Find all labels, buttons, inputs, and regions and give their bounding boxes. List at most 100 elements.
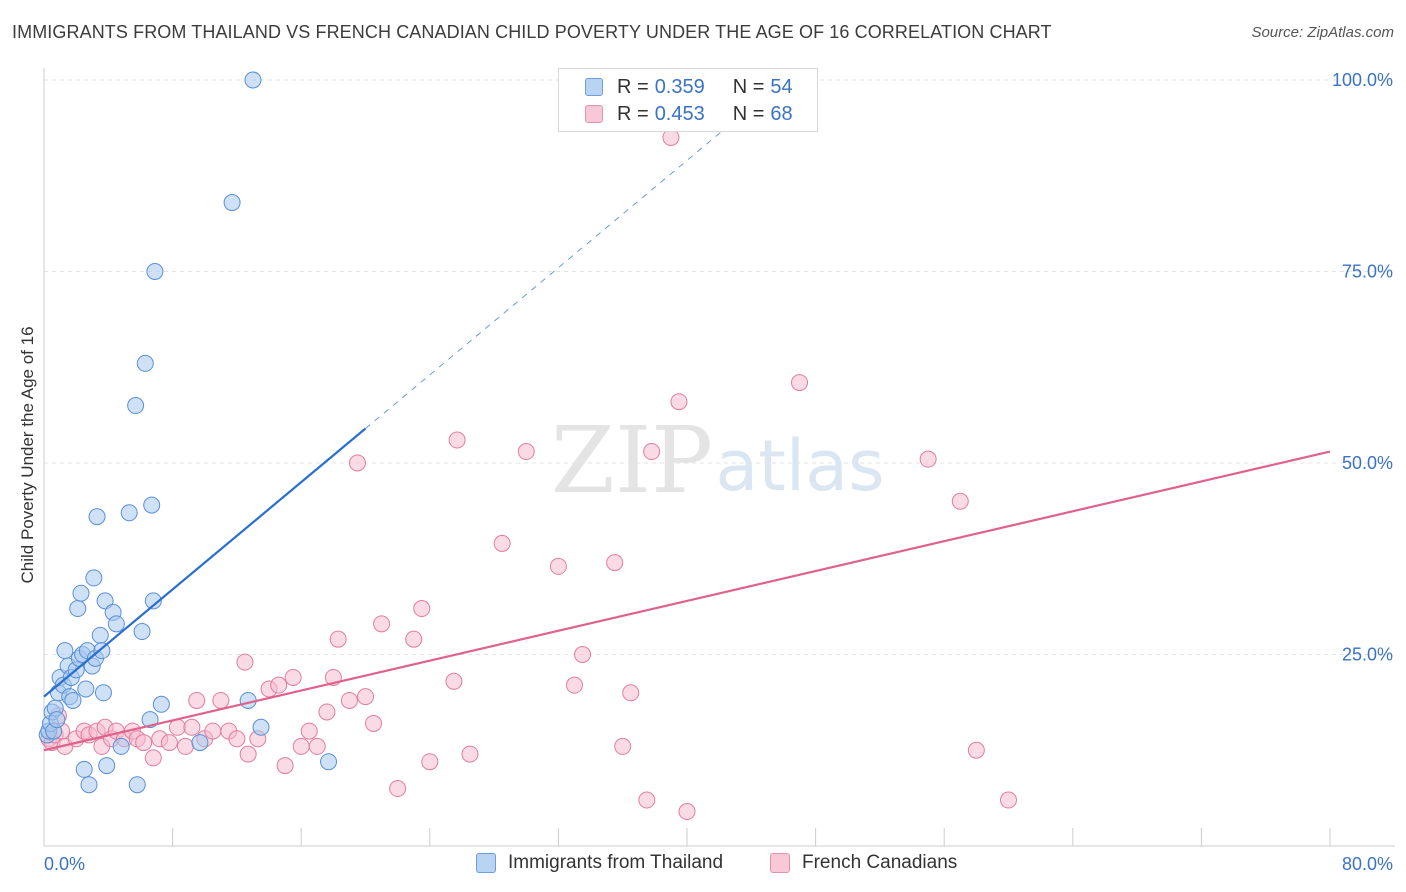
legend-r-value: 0.453 <box>654 102 705 125</box>
data-point-french <box>176 737 194 755</box>
data-point-french <box>389 780 407 798</box>
data-point-french <box>188 691 206 709</box>
data-point-thailand <box>48 711 66 729</box>
data-point-thailand <box>112 737 130 755</box>
data-point-thailand <box>133 623 151 641</box>
data-point-thailand <box>96 592 114 610</box>
data-point-french <box>329 630 347 648</box>
data-point-thailand <box>91 626 109 644</box>
data-point-thailand <box>136 354 154 372</box>
data-point-thailand <box>152 695 170 713</box>
legend-r-label: R = <box>617 102 649 125</box>
bottom-legend-label: French Canadians <box>802 852 958 873</box>
bottom-swatch-blue <box>476 853 496 873</box>
data-point-french <box>340 691 358 709</box>
data-point-thailand <box>64 691 82 709</box>
data-point-french <box>614 737 632 755</box>
data-point-french <box>461 745 479 763</box>
y-tick-label: 100.0% <box>1332 70 1393 90</box>
data-point-thailand <box>143 496 161 514</box>
legend-n-value: 68 <box>770 102 793 125</box>
data-point-french <box>678 803 696 821</box>
data-point-french <box>643 443 661 461</box>
data-point-french <box>670 393 688 411</box>
data-point-thailand <box>223 194 241 212</box>
legend-n-value: 54 <box>770 75 793 98</box>
data-point-thailand <box>69 600 87 618</box>
data-point-french <box>493 534 511 552</box>
data-point-french <box>135 734 153 752</box>
x-tick-label: 0.0% <box>44 854 85 874</box>
data-point-french <box>228 730 246 748</box>
data-point-thailand <box>75 760 93 778</box>
y-tick-label: 75.0% <box>1342 262 1393 282</box>
x-tick-label: 80.0% <box>1342 854 1393 874</box>
data-point-thailand <box>93 642 111 660</box>
data-point-french <box>622 684 640 702</box>
y-tick-label: 25.0% <box>1342 645 1393 665</box>
data-point-french <box>638 791 656 809</box>
data-point-french <box>565 676 583 694</box>
data-point-french <box>236 653 254 671</box>
trendline-thailand-extension <box>365 106 752 429</box>
data-point-thailand <box>252 718 270 736</box>
legend-swatch-blue <box>585 78 603 96</box>
data-point-french <box>204 722 222 740</box>
data-point-thailand <box>107 615 125 633</box>
data-point-thailand <box>88 508 106 526</box>
data-point-french <box>445 672 463 690</box>
series-immigrants-thailand <box>38 71 338 794</box>
chart-title: IMMIGRANTS FROM THAILAND VS FRENCH CANAD… <box>12 22 1052 42</box>
data-point-thailand <box>127 397 145 415</box>
data-point-french <box>239 745 257 763</box>
data-point-thailand <box>56 642 74 660</box>
data-point-french <box>300 722 318 740</box>
data-point-french <box>517 443 535 461</box>
data-point-french <box>951 492 969 510</box>
data-point-thailand <box>244 71 262 89</box>
data-point-french <box>270 676 288 694</box>
watermark-zip: ZIP <box>551 407 713 514</box>
data-point-french <box>919 450 937 468</box>
data-point-thailand <box>98 757 116 775</box>
legend-n-label: N = <box>732 75 765 98</box>
gridlines <box>44 79 1395 655</box>
correlation-legend: R = 0.359 N = 54 R = 0.453 N = 68 <box>558 68 818 132</box>
legend-row-french: R = 0.453 N = 68 <box>585 101 793 127</box>
data-point-french <box>373 615 391 633</box>
data-point-french <box>144 749 162 767</box>
data-point-french <box>365 714 383 732</box>
data-point-thailand <box>94 684 112 702</box>
watermark-atlas: atlas <box>715 425 884 507</box>
data-point-french <box>183 718 201 736</box>
data-point-french <box>574 646 592 663</box>
legend-row-thailand: R = 0.359 N = 54 <box>585 74 793 100</box>
data-point-french <box>276 757 294 775</box>
data-point-thailand <box>146 263 164 280</box>
trendlines <box>43 106 1331 752</box>
data-point-french <box>348 454 366 472</box>
data-point-french <box>405 630 423 648</box>
data-point-french <box>421 753 439 771</box>
data-point-french <box>318 703 336 721</box>
bottom-swatch-pink <box>770 853 790 873</box>
bottom-legend-thailand[interactable]: Immigrants from Thailand <box>476 852 723 874</box>
bottom-legend-french[interactable]: French Canadians <box>770 852 957 874</box>
data-point-french <box>1000 791 1017 809</box>
data-point-thailand <box>85 569 103 587</box>
data-point-french <box>160 734 178 752</box>
data-point-thailand <box>120 504 138 522</box>
data-point-thailand <box>77 680 95 698</box>
data-point-french <box>606 554 624 572</box>
axes <box>43 68 1395 847</box>
chart-source: Source: ZipAtlas.com <box>1251 24 1394 41</box>
data-point-thailand <box>128 776 146 794</box>
data-point-french <box>791 374 809 392</box>
data-point-french <box>448 431 466 449</box>
trendline-french <box>43 450 1331 752</box>
tick-labels: 25.0% 50.0% 75.0% 100.0% 0.0% 80.0% <box>44 70 1393 874</box>
y-tick-label: 50.0% <box>1342 453 1393 473</box>
data-point-french <box>292 737 310 755</box>
data-point-thailand <box>320 753 338 771</box>
trendline-thailand <box>43 427 367 698</box>
